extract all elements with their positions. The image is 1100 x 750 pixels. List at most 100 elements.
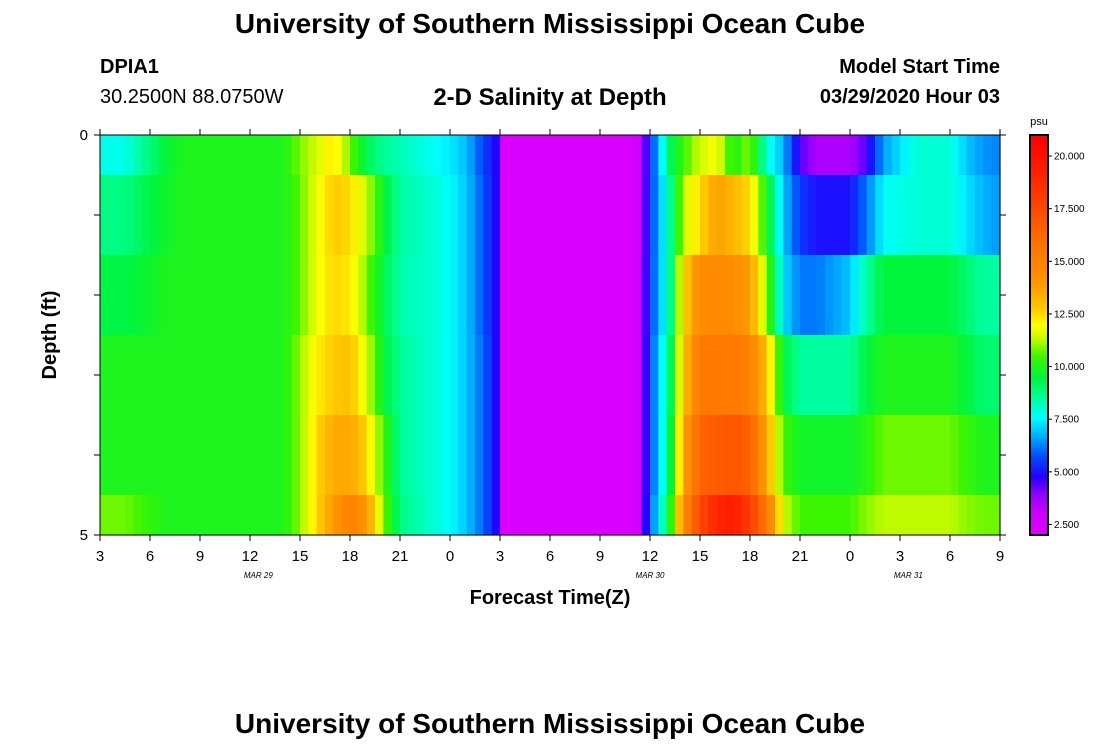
heatmap-cell <box>200 495 209 536</box>
heatmap-cell <box>741 335 751 416</box>
heatmap-cell <box>650 175 659 256</box>
heatmap-cell <box>400 255 409 336</box>
heatmap-cell <box>525 335 534 416</box>
heatmap-cell <box>400 495 409 536</box>
heatmap-cell <box>466 335 476 416</box>
heatmap-cell <box>125 135 134 176</box>
heatmap-cell <box>175 415 184 496</box>
heatmap-cell <box>341 135 351 176</box>
heatmap-cell <box>475 175 484 256</box>
heatmap-cell <box>325 135 334 176</box>
colorbar-segment <box>1030 422 1048 426</box>
colorbar-segment <box>1030 170 1048 174</box>
heatmap-cell <box>391 175 401 256</box>
heatmap-cell <box>833 495 843 536</box>
colorbar-segment <box>1030 190 1048 194</box>
heatmap-cell <box>883 175 893 256</box>
heatmap-cell <box>550 495 559 536</box>
heatmap-cell <box>916 175 926 256</box>
colorbar-segment <box>1030 172 1048 176</box>
heatmap-cell <box>408 135 418 176</box>
heatmap-cell <box>191 415 201 496</box>
heatmap-cell <box>100 335 109 416</box>
heatmap-cell <box>325 335 334 416</box>
heatmap-cell <box>858 175 868 256</box>
heatmap-cell <box>325 415 334 496</box>
heatmap-cell <box>175 495 184 536</box>
heatmap-cell <box>683 335 693 416</box>
heatmap-cell <box>766 415 776 496</box>
colorbar-segment <box>1030 460 1048 464</box>
colorbar-segment <box>1030 285 1048 289</box>
heatmap-cell <box>308 255 318 336</box>
heatmap-cell <box>125 175 134 256</box>
x-tick-label: 0 <box>446 548 454 565</box>
heatmap-cell <box>266 175 276 256</box>
heatmap-cell <box>658 135 668 176</box>
heatmap-cell <box>683 415 693 496</box>
colorbar-segment <box>1030 340 1048 344</box>
heatmap-cell <box>891 175 901 256</box>
heatmap-cell <box>716 175 726 256</box>
heatmap-cell <box>225 255 234 336</box>
x-tick-label: 21 <box>792 548 809 565</box>
colorbar-segment <box>1030 145 1048 149</box>
model-start-label: Model Start Time <box>839 56 1000 78</box>
heatmap-cell <box>275 175 284 256</box>
heatmap-cell <box>675 495 684 536</box>
heatmap-cell <box>316 415 326 496</box>
heatmap-cell <box>233 415 243 496</box>
heatmap-cell <box>950 335 959 416</box>
heatmap-cell <box>308 495 318 536</box>
heatmap-cell <box>366 415 376 496</box>
heatmap-cell <box>633 415 643 496</box>
colorbar-segment <box>1030 500 1048 504</box>
heatmap-cell <box>983 175 993 256</box>
heatmap-cell <box>425 255 434 336</box>
x-tick-label: 3 <box>496 548 504 565</box>
heatmap-cell <box>300 135 309 176</box>
heatmap-cell <box>975 495 984 536</box>
heatmap-cell <box>750 255 759 336</box>
heatmap-cell <box>433 495 443 536</box>
colorbar-segment <box>1030 455 1048 459</box>
heatmap-cell <box>858 335 868 416</box>
colorbar-segment <box>1030 307 1048 311</box>
colorbar-segment <box>1030 165 1048 169</box>
heatmap-cell <box>366 335 376 416</box>
heatmap-cell <box>791 135 801 176</box>
heatmap-cell <box>133 255 143 336</box>
colorbar-segment <box>1030 140 1048 144</box>
heatmap-cell <box>783 255 793 336</box>
heatmap-cell <box>700 495 709 536</box>
heatmap-cell <box>233 335 243 416</box>
heatmap-cell <box>983 495 993 536</box>
heatmap-cell <box>458 495 468 536</box>
heatmap-cell <box>675 175 684 256</box>
heatmap-cell <box>175 135 184 176</box>
heatmap-cell <box>108 335 118 416</box>
heatmap-cell <box>216 335 226 416</box>
heatmap-cell <box>750 415 759 496</box>
heatmap-cell <box>125 255 134 336</box>
colorbar-segment <box>1030 437 1048 441</box>
heatmap-cell <box>458 335 468 416</box>
colorbar-segment <box>1030 260 1048 264</box>
colorbar-tick-label: 17.500 <box>1054 204 1085 215</box>
heatmap-cell <box>975 415 984 496</box>
heatmap-cell <box>483 415 493 496</box>
heatmap-cell <box>350 415 359 496</box>
colorbar-segment <box>1030 487 1048 491</box>
heatmap-cell <box>616 175 626 256</box>
x-tick-label: 18 <box>342 548 359 565</box>
colorbar-segment <box>1030 222 1048 226</box>
colorbar-segment <box>1030 297 1048 301</box>
heatmap-cell <box>833 335 843 416</box>
heatmap-cell <box>666 175 676 256</box>
heatmap-cell <box>166 135 176 176</box>
heatmap-cell <box>433 135 443 176</box>
heatmap-cell <box>741 415 751 496</box>
heatmap-cell <box>158 495 168 536</box>
colorbar-segment <box>1030 507 1048 511</box>
colorbar-segment <box>1030 192 1048 196</box>
